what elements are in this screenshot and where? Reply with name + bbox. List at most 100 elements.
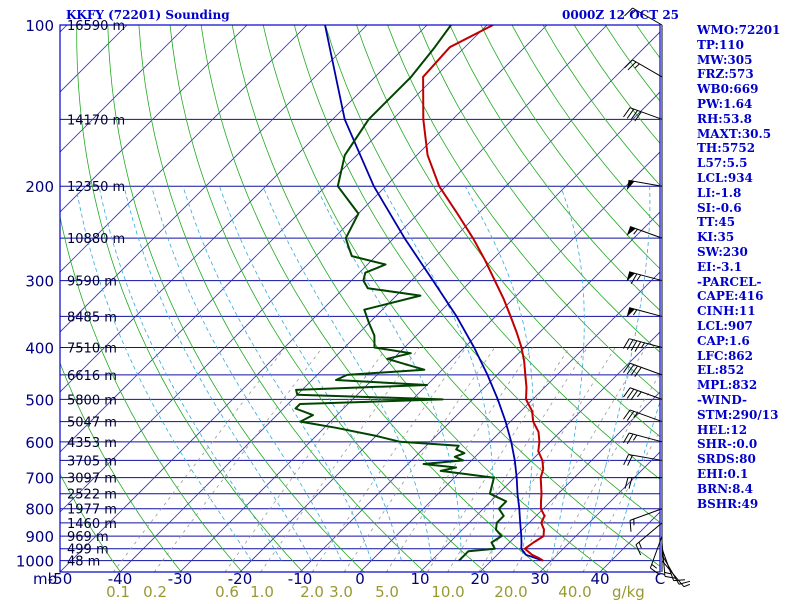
height-label: 48 m [67,555,100,570]
mixing-ratio-line [113,348,285,573]
index-entry: L57:5.5 [697,156,797,171]
wind-barb [623,410,662,422]
temperature-tick-label: 10 [410,570,429,588]
index-entry: CAP:1.6 [697,334,797,349]
moist-adiabat [551,186,584,560]
isotherm-line [60,25,607,572]
dry-adiabat [294,25,729,572]
parcel-trace [325,25,543,561]
wind-barb [627,227,662,239]
temperature-tick-label: 30 [530,570,549,588]
pressure-tick-label: 300 [25,273,54,291]
mixing-ratio-tick-label: 5.0 [375,583,399,600]
index-entry: MPL:832 [697,378,797,393]
wind-barb [624,60,662,77]
moist-adiabat [152,186,342,560]
height-label: 2522 m [67,488,117,503]
station-title: KKFY (72201) Sounding [66,8,230,22]
dry-adiabat [201,25,546,572]
index-entry: EI:-3.1 [697,260,797,275]
pressure-tick-label: 100 [25,17,54,35]
wind-barb [625,478,662,489]
temperature-tick-label: -30 [168,570,193,588]
pressure-tick-label: 700 [25,470,54,488]
dry-adiabat [170,25,486,572]
moist-adiabat [183,186,371,560]
mixing-ratio-tick-label: 1.0 [250,583,274,600]
pressure-tick-label: 600 [25,434,54,452]
index-entry: MAXT:30.5 [697,127,797,142]
index-entry: HEL:12 [697,423,797,438]
index-entry: CINH:11 [697,304,797,319]
index-entry: LI:-1.8 [697,186,797,201]
index-entry: TT:45 [697,215,797,230]
valid-time: 0000Z 12 OCT 25 [562,8,679,22]
mixing-ratio-line [448,348,588,573]
index-entry: RH:53.8 [697,112,797,127]
index-entry: FRZ:573 [697,67,797,82]
isotherm-line [120,25,667,572]
height-label: 7510 m [67,341,117,356]
index-entry: SRDS:80 [697,452,797,467]
mixing-ratio-tick-label: 10.0 [431,583,464,600]
temperature-tick-label: 40 [590,570,609,588]
mixing-ratio-tick-label: 0.6 [215,583,239,600]
height-label: 8485 m [67,310,117,325]
index-entry: -WIND- [697,393,797,408]
dry-adiabat [263,25,668,572]
mixing-ratio-line [154,348,322,573]
index-entry: PW:1.64 [697,97,797,112]
height-label: 9590 m [67,275,117,290]
mixing-ratio-tick-label: 40.0 [558,583,591,600]
index-entry: TP:110 [697,38,797,53]
index-entry: LCL:934 [697,171,797,186]
height-label: 3705 m [67,454,117,469]
wind-barb [623,388,662,400]
index-entry: CAPE:416 [697,289,797,304]
dewpoint-profile [296,25,507,561]
index-entry: LCL:907 [697,319,797,334]
index-entry: BRN:8.4 [697,482,797,497]
height-label: 5047 m [67,416,117,431]
moist-adiabat [124,186,311,560]
pressure-tick-label: 400 [25,339,54,357]
height-label: 12350 m [67,180,125,195]
index-entry: WB0:669 [697,82,797,97]
pressure-tick-label: 500 [25,391,54,409]
moist-adiabat [99,186,281,560]
wind-barb [627,308,662,318]
index-entry: MW:305 [697,53,797,68]
wind-barb [636,523,662,555]
pressure-tick-label: 200 [25,178,54,196]
index-entry: STM:290/13 [697,408,797,423]
index-entry: EHI:0.1 [697,467,797,482]
index-entry: TH:5752 [697,141,797,156]
mixing-ratio-tick-label: 3.0 [329,583,353,600]
index-entry: SW:230 [697,245,797,260]
height-label: 4353 m [67,436,117,451]
plot-frame [60,25,660,572]
temperature-tick-label: 20 [470,570,489,588]
pressure-tick-label: 1000 [16,553,54,571]
mixing-ratio-tick-label: 2.0 [300,583,324,600]
temperature-tick-label: -50 [48,570,73,588]
moist-adiabat [581,186,650,560]
height-label: 6616 m [67,369,117,384]
mixing-ratio-tick-label: 20.0 [494,583,527,600]
index-entry: SI:-0.6 [697,201,797,216]
isotherm-line [0,25,67,572]
index-entry: SHR-:0.0 [697,437,797,452]
index-entry: -PARCEL- [697,275,797,290]
index-entry: KI:35 [697,230,797,245]
height-label: 5800 m [67,393,117,408]
height-label: 3097 m [67,472,117,487]
background-lines [0,25,800,572]
mixing-ratio-axis-unit: g/kg [612,583,645,600]
index-entry: EL:852 [697,363,797,378]
temperature-tick-label: 0 [355,570,365,588]
moist-adiabat [316,186,461,560]
height-label: 1977 m [67,503,117,518]
